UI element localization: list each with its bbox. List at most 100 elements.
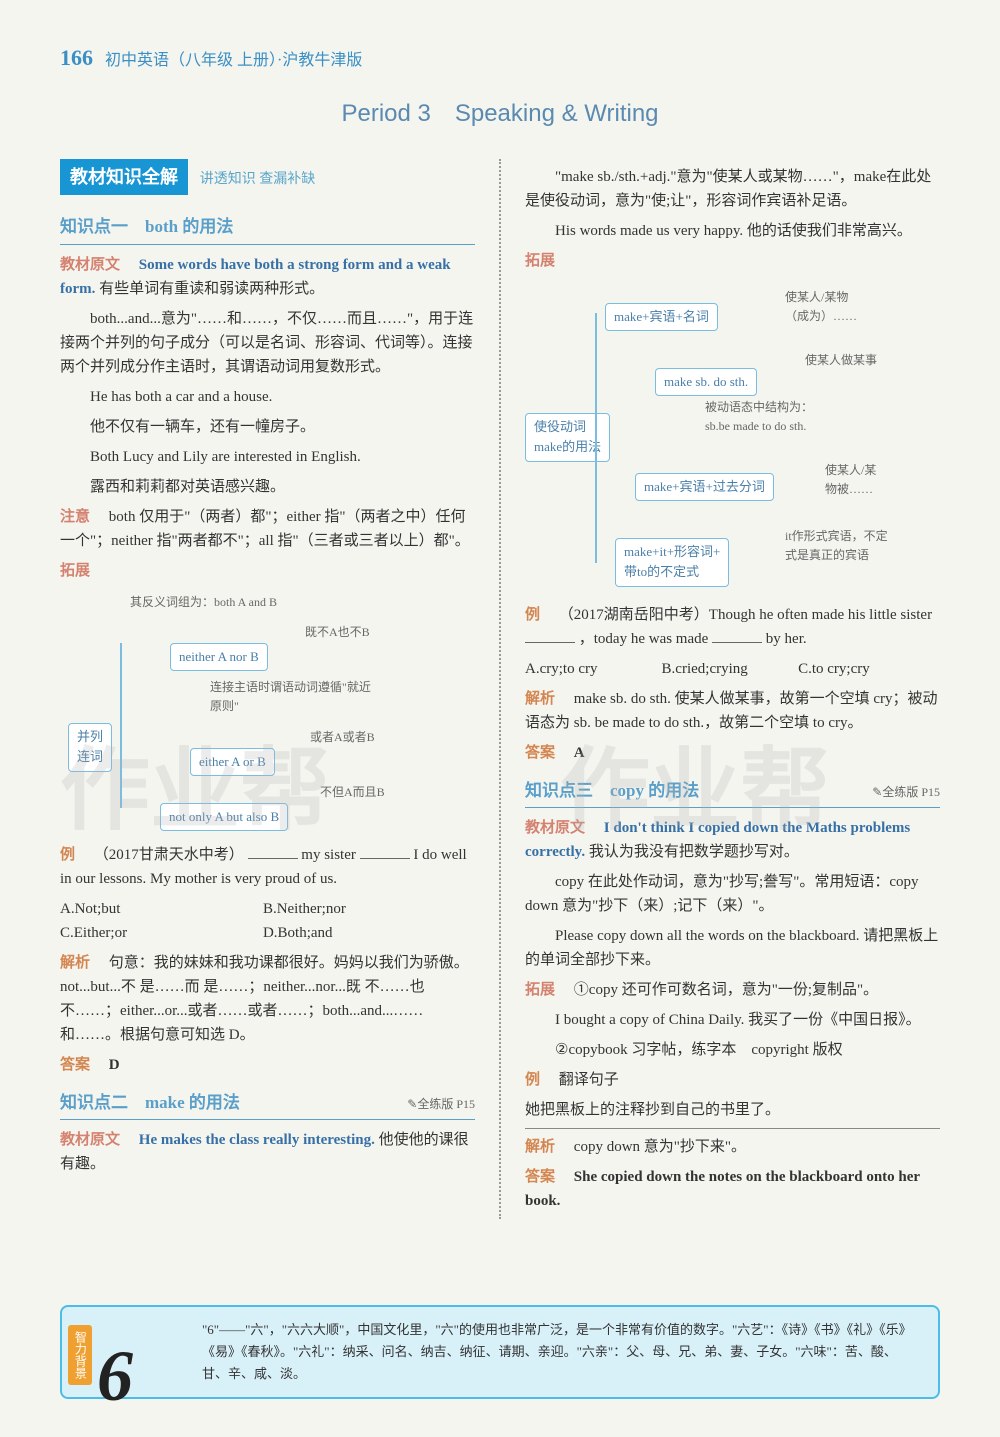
- q-src: （2017甘肃天水中考）: [94, 847, 244, 863]
- right-ans: 答案 A: [525, 741, 940, 765]
- diagram-make: make+宾语+名词 使某人/某物 （成为）…… make sb. do sth…: [525, 283, 940, 593]
- two-column-layout: 教材知识全解 讲透知识 查漏补缺 知识点一 both 的用法 教材原文 Some…: [60, 159, 940, 1219]
- ans-label: 答案: [60, 1057, 90, 1073]
- expand-label: 拓展: [60, 563, 90, 579]
- ex-label: 例: [60, 847, 75, 863]
- ans-val: A: [574, 745, 585, 761]
- diagram-conjunctions: 其反义词组为：both A and B neither A nor B 既不A也…: [60, 593, 475, 833]
- point2-title: 知识点二 make 的用法: [60, 1089, 240, 1116]
- right-intro: "make sb./sth.+adj."意为"使某人或某物……"，make在此处…: [525, 165, 940, 213]
- dia2-n4-note: it作形式宾语，不定 式是真正的宾语: [785, 527, 888, 565]
- point3-ex: Please copy down all the words on the bl…: [525, 924, 940, 972]
- point2-ref: ✎全练版 P15: [407, 1095, 475, 1114]
- dia1-n4-note: 不但A而且B: [320, 783, 385, 802]
- point1-header: 知识点一 both 的用法: [60, 213, 475, 244]
- q-src: （2017湖南岳阳中考）Though he often made his lit…: [559, 607, 932, 623]
- ex-label: 例: [525, 1072, 540, 1088]
- point3-anal: 解析 copy down 意为"抄下来"。: [525, 1135, 940, 1159]
- opt-c: C.to cry;cry: [798, 657, 931, 681]
- q-t2: by her.: [766, 631, 807, 647]
- source-label: 教材原文: [60, 257, 120, 273]
- point3-ref: ✎全练版 P15: [872, 783, 940, 802]
- anal-label: 解析: [60, 955, 90, 971]
- dia2-spine: [595, 313, 597, 563]
- footer-text: "6"——"六"，"六六大顺"，中国文化里，"六"的使用也非常广泛，是一个非常有…: [202, 1319, 918, 1385]
- point1-ex1-cn: 他不仅有一辆车，还有一幢房子。: [60, 415, 475, 439]
- right-anal: 解析 make sb. do sth. 使某人做某事，故第一个空填 cry；被动…: [525, 687, 940, 735]
- section-badge: 教材知识全解: [60, 159, 188, 196]
- dia1-n1: neither A nor B: [170, 643, 268, 672]
- column-divider: [499, 159, 501, 1219]
- point1-title: 知识点一 both 的用法: [60, 213, 233, 240]
- point2-header: 知识点二 make 的用法 ✎全练版 P15: [60, 1089, 475, 1120]
- note-text: both 仅用于"（两者）都"；either 指"（两者之中）任何一个"；nei…: [60, 509, 470, 549]
- right-question: 例 （2017湖南岳阳中考）Though he often made his l…: [525, 603, 940, 651]
- left-column: 教材知识全解 讲透知识 查漏补缺 知识点一 both 的用法 教材原文 Some…: [60, 159, 475, 1219]
- blank: [360, 844, 410, 859]
- q-t1: my sister: [301, 847, 356, 863]
- point1-expand-label: 拓展: [60, 559, 475, 583]
- footer-side-label: 智力背景: [68, 1325, 92, 1385]
- dia2-n1: make+宾语+名词: [605, 303, 718, 332]
- q-t1: ，today he was made: [579, 631, 709, 647]
- dia2-n1-note: 使某人/某物 （成为）……: [785, 288, 857, 326]
- point1-ans: 答案 D: [60, 1053, 475, 1077]
- opt-a: A.cry;to cry: [525, 657, 658, 681]
- opt-b: B.cried;crying: [662, 657, 795, 681]
- anal-label: 解析: [525, 691, 555, 707]
- dia2-n3: make+宾语+过去分词: [635, 473, 774, 502]
- blank: [712, 628, 762, 643]
- source-cn: 有些单词有重读和弱读两种形式。: [99, 281, 324, 297]
- page-header: 166 初中英语（八年级 上册）·沪教牛津版: [60, 40, 940, 75]
- dia1-topnote: 其反义词组为：both A and B: [130, 593, 277, 612]
- note-label: 注意: [60, 509, 90, 525]
- dia1-n2-note: 连接主语时谓语动词遵循"就近原则": [210, 678, 380, 716]
- dia1-n3-note: 或者A或者B: [310, 728, 375, 747]
- opt-c: C.Either;or: [60, 921, 259, 945]
- expand-label: 拓展: [525, 253, 555, 269]
- ans-label: 答案: [525, 1169, 555, 1185]
- point1-source: 教材原文 Some words have both a strong form …: [60, 253, 475, 301]
- expand-label: 拓展: [525, 982, 555, 998]
- point1-note: 注意 both 仅用于"（两者）都"；either 指"（两者之中）任何一个"；…: [60, 505, 475, 553]
- point1-ex2-cn: 露西和莉莉都对英语感兴趣。: [60, 475, 475, 499]
- ex-label: 例: [525, 607, 540, 623]
- dia2-n3-note: 使某人/某 物被……: [825, 461, 876, 499]
- dia1-n4: not only A but also B: [160, 803, 288, 832]
- anal-label: 解析: [525, 1139, 555, 1155]
- source-label: 教材原文: [60, 1132, 120, 1148]
- point3-source: 教材原文 I don't think I copied down the Mat…: [525, 816, 940, 864]
- dia1-n3: either A or B: [190, 748, 275, 777]
- dia2-n4: make+it+形容词+ 带to的不定式: [615, 538, 729, 588]
- section-header-row: 教材知识全解 讲透知识 查漏补缺: [60, 159, 475, 202]
- opt-b: B.Neither;nor: [263, 897, 462, 921]
- opt-d: D.Both;and: [263, 921, 462, 945]
- dia2-n2: make sb. do sth.: [655, 368, 757, 397]
- opt-a: A.Not;but: [60, 897, 259, 921]
- right-ex-cn: 他的话使我们非常高兴。: [747, 223, 912, 239]
- ans-label: 答案: [525, 745, 555, 761]
- point1-ex1-en: He has both a car and a house.: [60, 385, 475, 409]
- point3-exp1-ex: I bought a copy of China Daily. 我买了一份《中国…: [525, 1008, 940, 1032]
- point1-anal: 解析 句意：我的妹妹和我功课都很好。妈妈以我们为骄傲。not...but...不…: [60, 951, 475, 1047]
- dia2-root: 使役动词 make的用法: [525, 413, 610, 463]
- point3-ans: 答案 She copied down the notes on the blac…: [525, 1165, 940, 1213]
- right-ex: His words made us very happy. 他的话使我们非常高兴…: [525, 219, 940, 243]
- section-subtitle: 讲透知识 查漏补缺: [200, 172, 316, 187]
- ex-en: Please copy down all the words on the bl…: [555, 928, 860, 944]
- source-cn: 我认为我没有把数学题抄写对。: [589, 844, 799, 860]
- point3-p1: copy 在此处作动词，意为"抄写;誊写"。常用短语：copy down 意为"…: [525, 870, 940, 918]
- point3-header: 知识点三 copy 的用法 ✎全练版 P15: [525, 777, 940, 808]
- footer-trivia-box: 智力背景 6 "6"——"六"，"六六大顺"，中国文化里，"六"的使用也非常广泛…: [60, 1305, 940, 1399]
- source-label: 教材原文: [525, 820, 585, 836]
- blank: [248, 844, 298, 859]
- right-column: "make sb./sth.+adj."意为"使某人或某物……"，make在此处…: [525, 159, 940, 1219]
- anal-text: make sb. do sth. 使某人做某事，故第一个空填 cry；被动语态为…: [525, 691, 938, 731]
- q-type: 翻译句子: [559, 1072, 619, 1088]
- period-title: Period 3 Speaking & Writing: [60, 95, 940, 133]
- right-expand-label: 拓展: [525, 249, 940, 273]
- dia1-n1-note: 既不A也不B: [305, 623, 370, 642]
- right-ex-en: His words made us very happy.: [555, 223, 743, 239]
- source-en: He makes the class really interesting.: [139, 1132, 375, 1148]
- q-opts: A.cry;to cry B.cried;crying C.to cry;cry: [525, 657, 940, 681]
